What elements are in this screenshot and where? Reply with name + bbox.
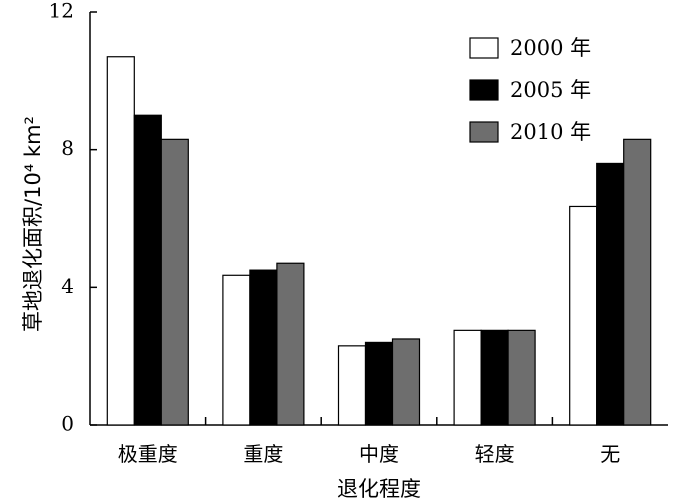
bar-2-2 (249, 269, 278, 426)
bar-2-3 (364, 341, 394, 426)
x-category-label: 重度 (243, 442, 283, 466)
bar-2-1 (133, 114, 162, 426)
x-axis-title: 退化程度 (337, 477, 421, 501)
bar-3-1 (160, 138, 189, 426)
y-axis-title: 草地退化面积/10⁴ km² (21, 116, 45, 332)
bar-1-5 (569, 205, 598, 426)
bar-1-1 (106, 56, 135, 426)
legend: 2000 年 2005 年 2010 年 (469, 36, 591, 144)
bar-1-2 (222, 274, 251, 426)
bar-2-4 (480, 329, 509, 426)
legend-swatch (469, 121, 499, 143)
y-tick-label: 0 (61, 412, 74, 436)
bar-group (106, 56, 652, 426)
bar-3-5 (623, 138, 652, 426)
x-category-label: 轻度 (475, 442, 515, 466)
x-category-label: 极重度 (118, 442, 178, 466)
y-tick-label: 12 (49, 0, 74, 23)
bar-1-4 (453, 329, 482, 426)
legend-swatch (469, 79, 499, 101)
y-tick-label: 4 (61, 274, 74, 298)
bar-3-3 (391, 338, 421, 426)
x-axis-ticks: 极重度 重度 中度 轻度 无 (118, 417, 620, 466)
y-axis-ticks: 0 4 8 12 (49, 0, 97, 436)
bar-2-5 (596, 162, 625, 426)
legend-swatch (469, 37, 499, 59)
y-tick-label: 8 (61, 136, 74, 160)
legend-label: 2010 年 (510, 120, 591, 144)
bar-3-2 (276, 262, 305, 426)
bar-3-4 (507, 329, 536, 426)
bar-1-3 (337, 345, 367, 426)
x-category-label: 无 (600, 442, 620, 466)
x-category-label: 中度 (359, 442, 399, 466)
legend-label: 2005 年 (510, 78, 591, 102)
legend-label: 2000 年 (510, 36, 591, 60)
